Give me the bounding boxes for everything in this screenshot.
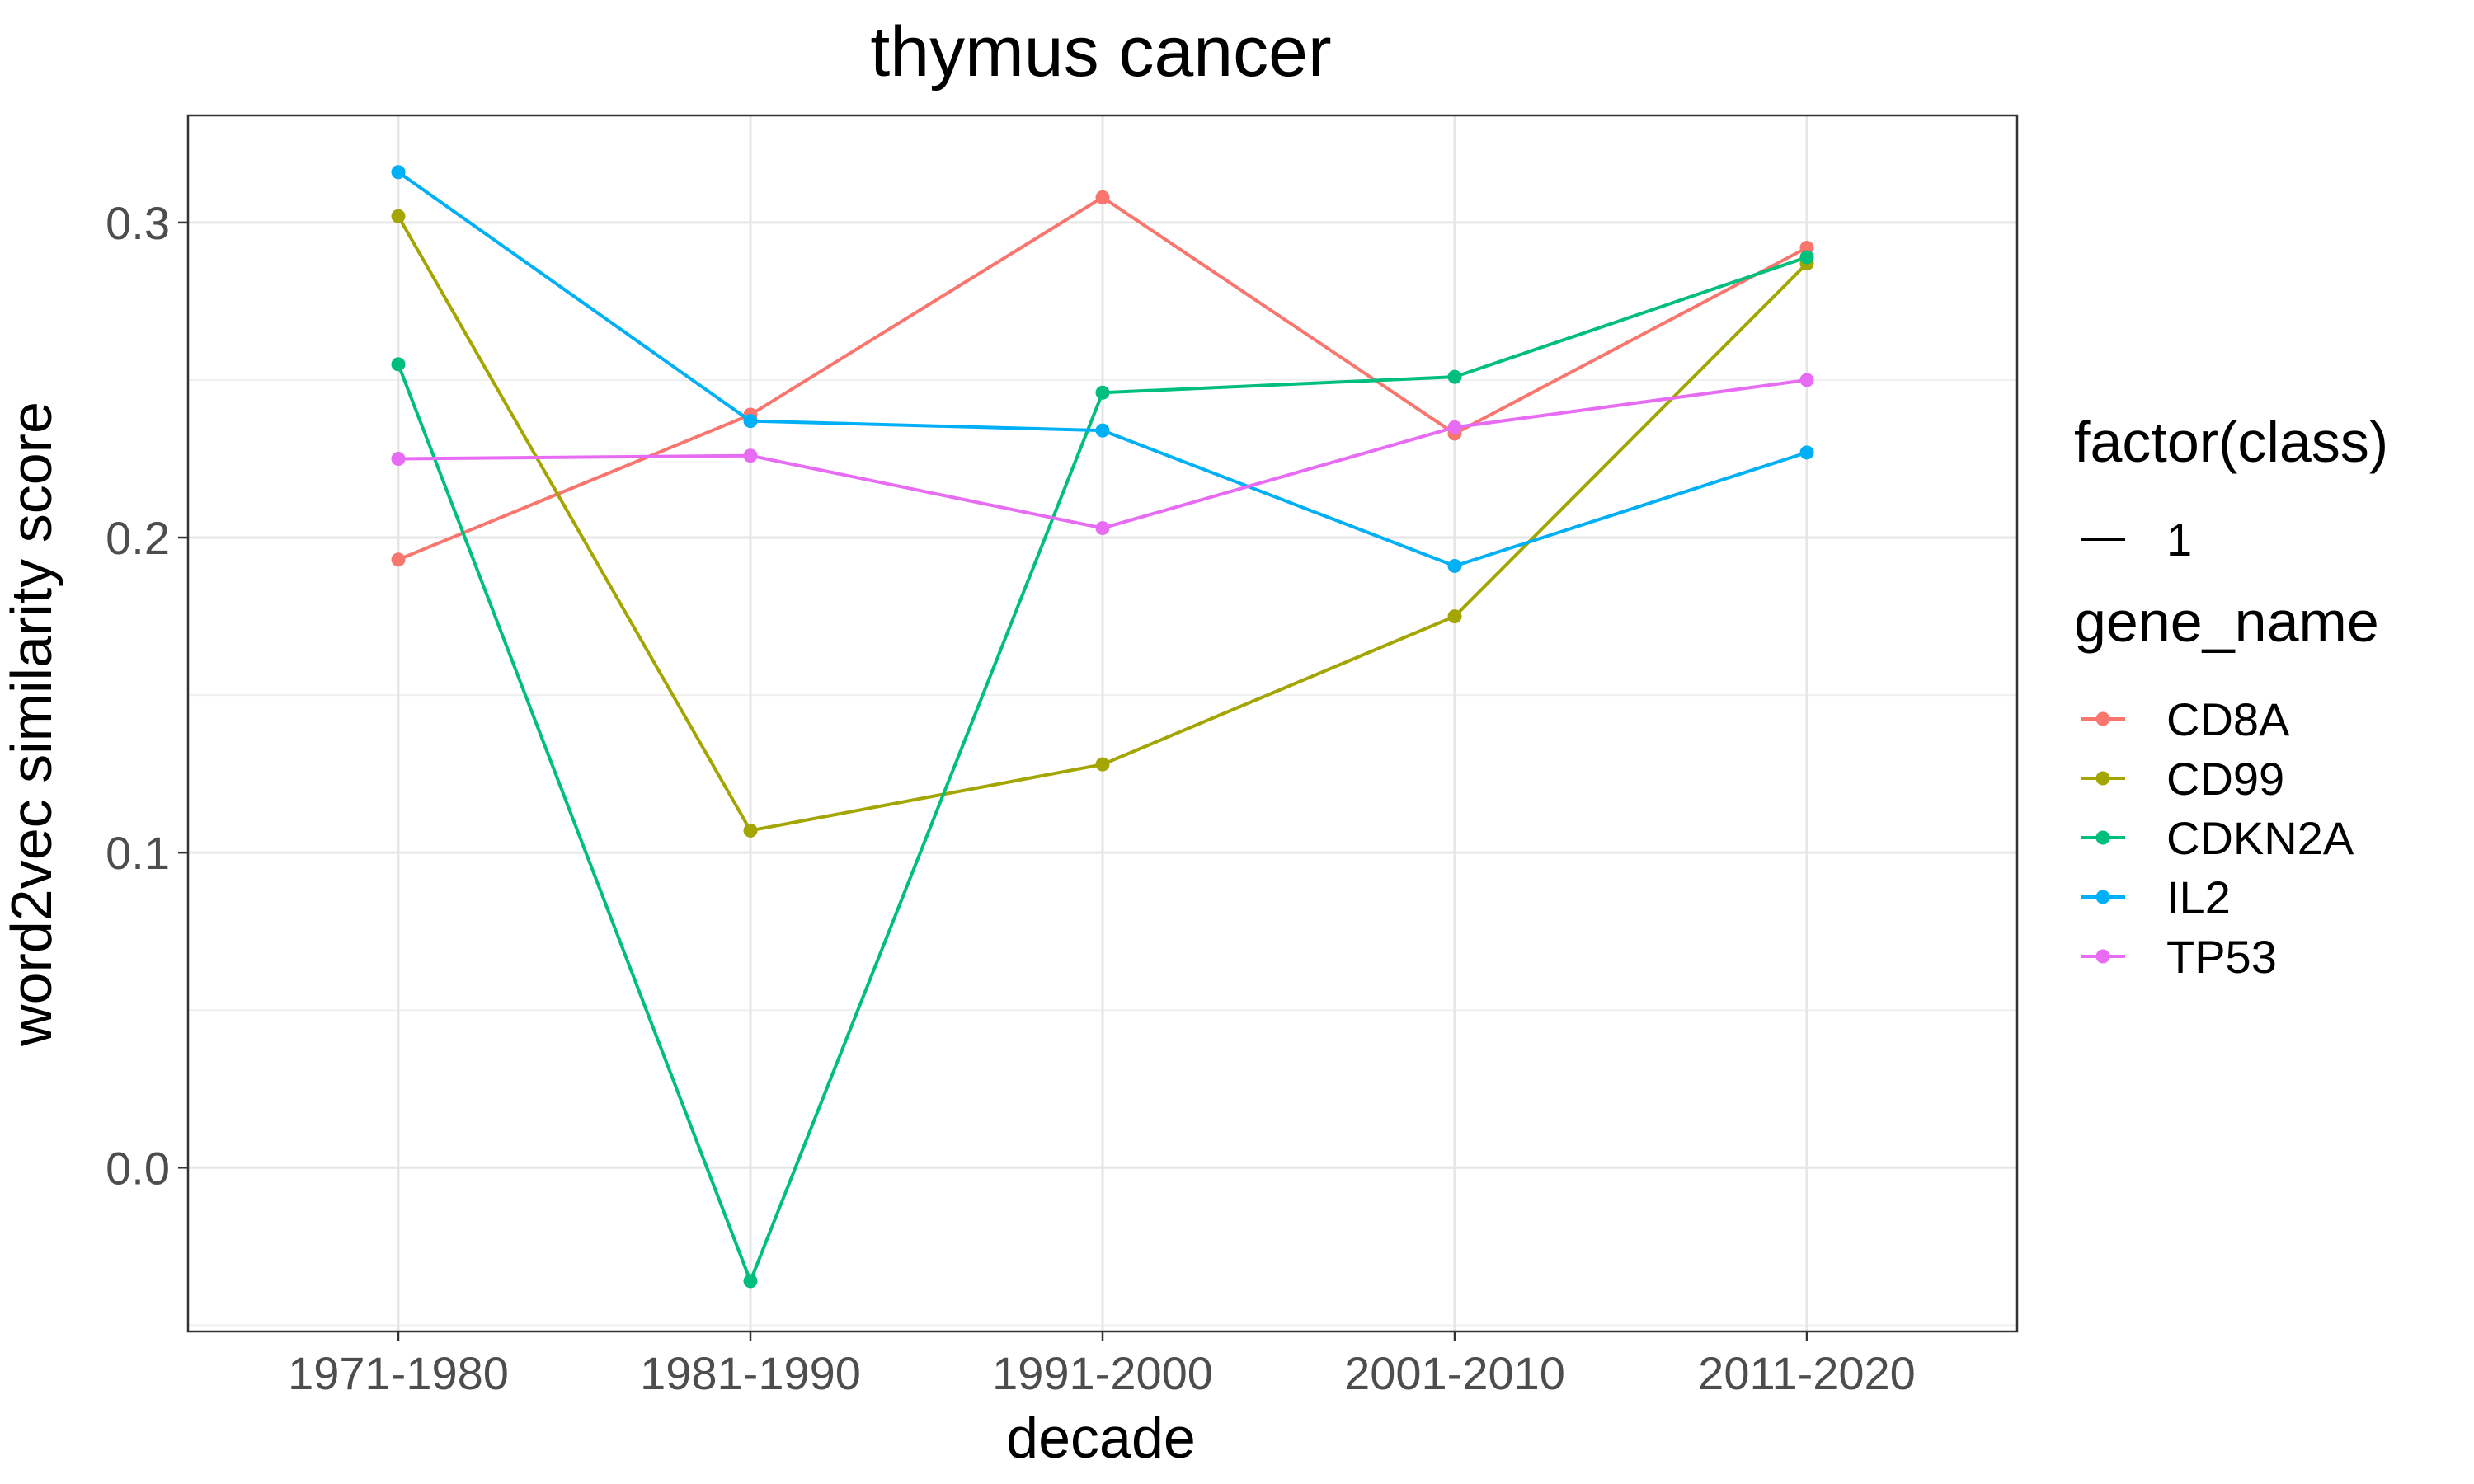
series-il2 xyxy=(391,165,1814,573)
legend-entry-label: 1 xyxy=(2166,514,2192,566)
legend-group-gene-name: gene_name CD8A CD99 CDKN2A IL2 TP53 xyxy=(2074,589,2379,983)
data-point-cdkn2a xyxy=(1799,250,1814,265)
chart-title: thymus cancer xyxy=(870,12,1331,92)
x-axis-title: decade xyxy=(1006,1406,1196,1470)
data-point-il2 xyxy=(1095,423,1110,438)
axis-ticks: 0.0 0.1 0.2 0.3 1971-1980 1981-1990 1991-2000 2… xyxy=(106,197,1916,1399)
legend-key-point xyxy=(2095,830,2110,845)
data-point-cdkn2a xyxy=(743,1274,758,1289)
legend-entry: CDKN2A xyxy=(2081,812,2354,864)
legend-entry-label: TP53 xyxy=(2166,931,2277,983)
legend-entry: 1 xyxy=(2081,514,2192,566)
legend-title: factor(class) xyxy=(2074,410,2388,474)
data-point-tp53 xyxy=(391,452,406,467)
series-cdkn2a xyxy=(391,250,1814,1289)
legend-group-factor-class: factor(class) 1 xyxy=(2074,410,2388,566)
legend-key-point xyxy=(2095,890,2110,904)
data-point-cdkn2a xyxy=(1447,369,1462,384)
y-tick-label: 0.0 xyxy=(106,1142,170,1194)
data-point-il2 xyxy=(391,165,406,180)
data-point-cd99 xyxy=(391,209,406,223)
legend-entry-label: CD99 xyxy=(2166,753,2284,805)
y-tick-label: 0.1 xyxy=(106,827,170,879)
legend-entry: CD8A xyxy=(2081,693,2290,745)
legend-key-point xyxy=(2095,711,2110,726)
legend-key-point xyxy=(2095,949,2110,964)
legend-entry: CD99 xyxy=(2081,753,2284,805)
legend-entry-label: CDKN2A xyxy=(2166,812,2354,864)
y-tick-label: 0.3 xyxy=(106,197,170,249)
data-point-cdkn2a xyxy=(391,357,406,372)
legend: factor(class) 1 gene_name CD8A CD99 CDKN2A IL2… xyxy=(2074,410,2388,983)
data-point-cd99 xyxy=(743,823,758,838)
y-axis-title: word2vec similarity score xyxy=(0,402,63,1047)
x-tick-label: 1981-1990 xyxy=(640,1347,861,1399)
data-point-tp53 xyxy=(1799,373,1814,387)
legend-entry-label: CD8A xyxy=(2166,693,2290,745)
x-tick-label: 1991-2000 xyxy=(992,1347,1213,1399)
data-point-il2 xyxy=(1447,558,1462,573)
legend-key-point xyxy=(2095,771,2110,786)
legend-entry-label: IL2 xyxy=(2166,871,2231,923)
data-point-tp53 xyxy=(743,448,758,463)
x-tick-label: 2001-2010 xyxy=(1344,1347,1565,1399)
data-point-cd99 xyxy=(1447,609,1462,624)
series-tp53 xyxy=(391,373,1814,536)
data-point-cdkn2a xyxy=(1095,385,1110,400)
data-point-tp53 xyxy=(1447,420,1462,434)
data-point-cd8a xyxy=(1095,190,1110,204)
y-tick-label: 0.2 xyxy=(106,512,170,564)
grid xyxy=(188,115,2017,1331)
data-point-il2 xyxy=(743,414,758,429)
plot-series xyxy=(391,165,1814,1289)
legend-entry: TP53 xyxy=(2081,931,2277,983)
data-point-cd99 xyxy=(1095,757,1110,772)
legend-entry: IL2 xyxy=(2081,871,2231,923)
data-point-cd8a xyxy=(391,552,406,567)
x-tick-label: 2011-2020 xyxy=(1698,1347,1916,1399)
data-point-il2 xyxy=(1799,445,1814,460)
legend-title: gene_name xyxy=(2074,589,2379,654)
data-point-tp53 xyxy=(1095,521,1110,536)
x-tick-label: 1971-1980 xyxy=(288,1347,509,1399)
